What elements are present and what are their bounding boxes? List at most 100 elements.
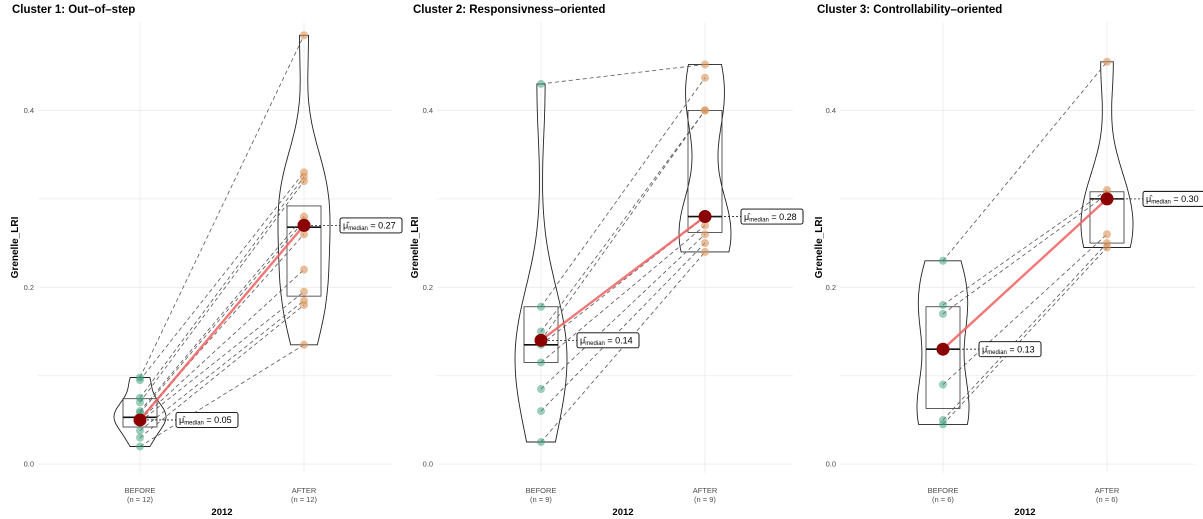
median-point-before (534, 333, 548, 347)
point-after (300, 177, 308, 186)
point-after (1103, 230, 1111, 239)
point-before (537, 79, 545, 88)
median-label-before-text: μ̂median = 0.05 (179, 415, 232, 427)
panel-1: Cluster 1: Out–of–step Grenelle_LRI 0.0 0.2… (10, 4, 403, 518)
paired-line (139, 291, 305, 423)
paired-lines (139, 35, 305, 447)
median-point-before (133, 413, 147, 427)
point-after (1103, 243, 1111, 252)
point-before (136, 398, 144, 407)
y-axis-label: Grenelle_LRI (410, 216, 421, 278)
x-tick-n-label: (n = 6) (1096, 495, 1118, 504)
point-before (537, 407, 545, 416)
median-label-after-text: μ̂median = 0.27 (343, 221, 396, 233)
paired-line (139, 300, 305, 431)
paired-line (139, 176, 305, 399)
box-after (286, 205, 322, 297)
x-tick-label: BEFORE (526, 486, 557, 495)
paired-line (540, 110, 706, 332)
point-before (939, 380, 947, 389)
point-after (701, 106, 709, 115)
x-tick-n-label: (n = 9) (530, 495, 552, 504)
median-label-before-text: μ̂median = 0.14 (580, 336, 633, 348)
point-before (136, 426, 144, 435)
paired-line (139, 172, 305, 381)
y-tick-label: 0.0 (423, 460, 433, 469)
panel-2: Cluster 2: Responsivness–oriented Grenell… (410, 4, 804, 518)
gridlines (38, 22, 392, 473)
point-before (939, 309, 947, 318)
violin-before (916, 260, 970, 425)
point-before (537, 358, 545, 367)
point-before (537, 327, 545, 336)
paired-line (942, 242, 1108, 421)
paired-line (942, 61, 1108, 262)
median-label-after-box (1142, 190, 1203, 207)
paired-line (942, 189, 1108, 306)
paired-line (139, 220, 305, 414)
point-after (300, 287, 308, 296)
point-after (300, 31, 308, 40)
x-axis-label: 2012 (211, 507, 232, 518)
median-label-before-box (175, 411, 239, 428)
median-label-before-box (978, 341, 1042, 358)
point-after (300, 265, 308, 274)
point-after (701, 239, 709, 248)
y-axis-label: Grenelle_LRI (814, 216, 825, 278)
point-before (537, 384, 545, 393)
paired-line (540, 77, 706, 307)
paired-line (139, 304, 305, 438)
median-label-after-box (339, 217, 403, 234)
median-point-after (1100, 192, 1114, 206)
x-axis-label: 2012 (1014, 507, 1035, 518)
gridlines (437, 22, 793, 473)
paired-line (139, 216, 305, 412)
panel-3: Cluster 3: Controllability–oriented Grene… (814, 4, 1203, 518)
point-after (701, 247, 709, 256)
paired-lines (942, 61, 1108, 425)
paired-line (942, 233, 1108, 385)
points (136, 31, 308, 451)
y-tick-label: 0.2 (24, 283, 34, 292)
point-before (939, 300, 947, 309)
y-tick-label: 0.2 (826, 283, 836, 292)
x-tick-label: BEFORE (125, 486, 156, 495)
y-tick-label: 0.4 (24, 106, 34, 115)
point-after (1103, 57, 1111, 66)
points (939, 57, 1111, 429)
point-after (701, 60, 709, 69)
panel-title: Cluster 3: Controllability–oriented (817, 4, 1002, 16)
y-tick-label: 0.4 (826, 106, 836, 115)
point-after (701, 230, 709, 239)
median-label-before-text: μ̂median = 0.13 (982, 344, 1035, 356)
median-point-before (936, 342, 950, 356)
x-tick-n-label: (n = 12) (291, 495, 318, 504)
y-tick-label: 0.4 (423, 106, 433, 115)
paired-lines (540, 64, 706, 443)
point-after (300, 300, 308, 309)
x-tick-label: BEFORE (928, 486, 959, 495)
median-label-after-text: μ̂median = 0.28 (744, 212, 797, 224)
y-axis-label: Grenelle_LRI (10, 216, 21, 278)
paired-line (139, 35, 305, 378)
point-before (136, 376, 144, 385)
x-tick-n-label: (n = 9) (694, 495, 716, 504)
median-label-before-box (576, 332, 640, 349)
paired-line (942, 247, 1108, 425)
median-label-after-text: μ̂median = 0.30 (1146, 194, 1199, 206)
median-connect-line (540, 215, 706, 342)
point-before (136, 442, 144, 451)
paired-line (139, 180, 305, 403)
panel-title: Cluster 2: Responsivness–oriented (413, 4, 605, 16)
gridlines (840, 22, 1195, 473)
violin-before (113, 377, 167, 447)
point-after (300, 230, 308, 239)
paired-line (139, 344, 305, 447)
x-tick-n-label: (n = 6) (932, 495, 954, 504)
x-tick-label: AFTER (693, 486, 718, 495)
median-connect-line (139, 224, 305, 421)
point-after (701, 221, 709, 230)
median-point-after (297, 218, 311, 232)
